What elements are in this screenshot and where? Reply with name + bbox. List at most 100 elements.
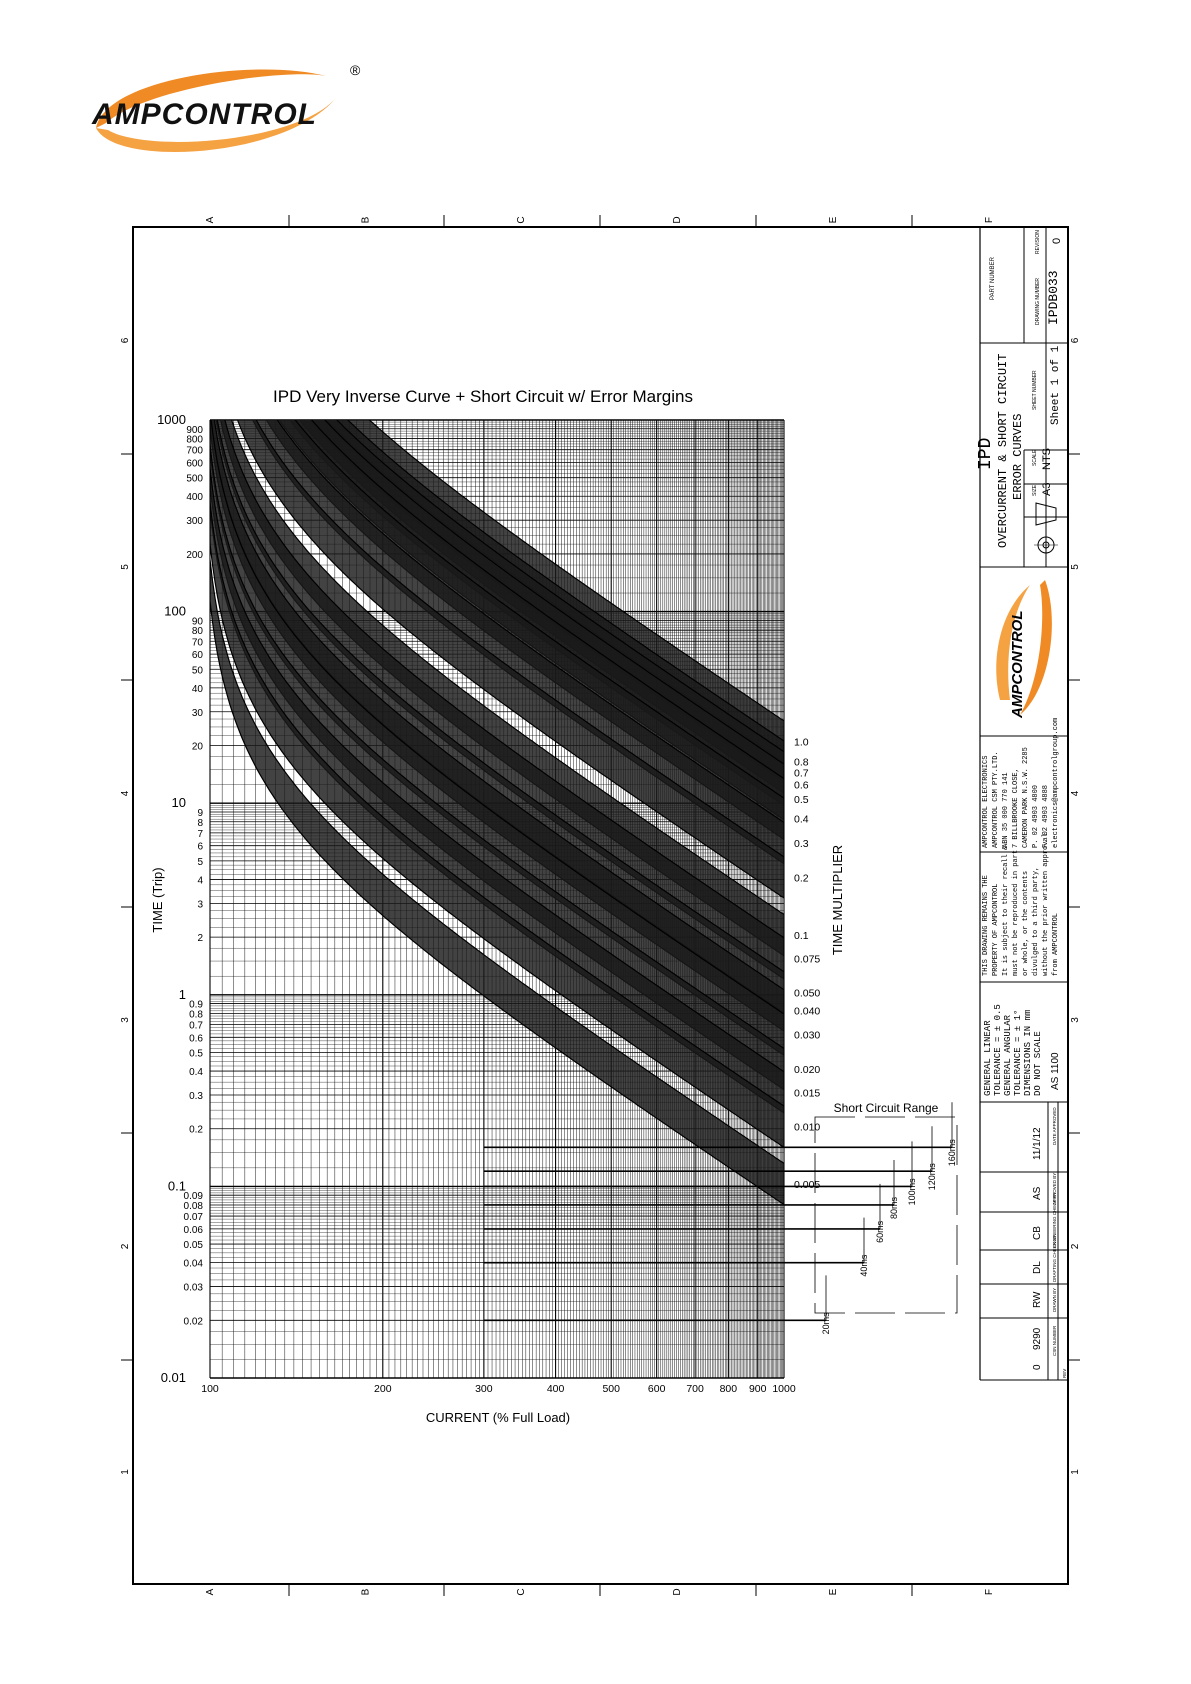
y-tick-label: 60 (192, 650, 204, 661)
logo-text: AMPCONTROL (92, 98, 317, 131)
y-tick-label: 0.01 (161, 1370, 186, 1385)
x-tick-label: 500 (602, 1383, 620, 1395)
info-line: 7 BILLBROOKE CLOSE, (1012, 768, 1020, 848)
rev-label: REV (1062, 1369, 1067, 1378)
info-line: electronics@ampcontrolgroup.com (1052, 718, 1060, 848)
drafting-by: DL (1032, 1261, 1043, 1274)
ampcontrol-logo: AMPCONTROL ® (86, 58, 376, 168)
y-tick-label: 100 (164, 604, 186, 619)
row-marker: 3 (120, 1017, 131, 1023)
csn-number: 9290 (1032, 1327, 1043, 1350)
registered-mark: ® (350, 62, 361, 78)
y-tick-label: 0.05 (184, 1240, 204, 1251)
x-axis-label: CURRENT (% Full Load) (426, 1410, 570, 1425)
x-tick-labels: 100 200 300 400 500 600 700 800 900 1000 (201, 1383, 796, 1395)
time-multiplier-value: 0.8 (794, 757, 809, 769)
row-marker: 6 (1070, 337, 1081, 343)
y-tick-label: 700 (186, 446, 203, 457)
checked-label: ENGINEERING CHECK BY (1052, 1192, 1057, 1248)
property-notice: THIS DRAWING REMAINS THE PROPERTY OF AMPC… (982, 833, 1060, 976)
y-tick-label: 500 (186, 474, 203, 485)
block-logo-icon (996, 580, 1052, 715)
y-tick-label: 10 (172, 795, 186, 810)
row-marker: 4 (120, 790, 131, 796)
time-multiplier-value: 0.015 (794, 1087, 820, 1099)
y-tick-label: 70 (192, 637, 204, 648)
y-tick-label: 1 (179, 987, 186, 1002)
column-marker: E (828, 1588, 839, 1595)
sheet-value: Sheet 1 of 1 (1050, 345, 1062, 425)
time-multiplier-label: TIME MULTIPLIER (830, 845, 845, 955)
csn-label: CSN NUMBER (1052, 1325, 1057, 1356)
x-tick-label: 800 (720, 1383, 738, 1395)
column-marker: C (516, 216, 527, 223)
y-tick-label: 0.9 (189, 1000, 203, 1011)
info-line: P. 02 4903 4800 (1032, 785, 1040, 848)
y-tick-label: 7 (197, 829, 203, 840)
y-tick-label: 0.02 (184, 1316, 204, 1327)
y-tick-label: 300 (186, 516, 203, 527)
column-marker: E (828, 216, 839, 223)
y-tick-label: 40 (192, 684, 204, 695)
column-marker: A (205, 216, 216, 223)
column-marker: D (672, 1588, 683, 1595)
time-multiplier-value: 0.010 (794, 1122, 820, 1134)
short-circuit-range: 20ms 40ms 60ms 80ms 100ms 120ms 160ms Short Cir… (483, 1101, 958, 1334)
block-logo-text: AMPCONTROL (1009, 611, 1026, 720)
info-line: without the prior written approval (1042, 833, 1050, 976)
curve-band (210, 559, 784, 1206)
size-label: SIZE (1032, 484, 1038, 496)
title-line-3: ERROR CURVES (1011, 414, 1025, 500)
info-line: must not be reproduced in part (1012, 850, 1020, 976)
y-tick-label: 50 (192, 665, 204, 676)
sheet-label: SHEET NUMBER (1032, 370, 1038, 410)
info-line: TOLERANCE = ± 1° (1013, 1010, 1023, 1096)
date-value: 11/1/12 (1032, 1127, 1043, 1160)
time-multiplier-value: 0.2 (794, 872, 809, 884)
info-line: DO NOT SCALE (1033, 1031, 1043, 1096)
info-line: AMPCONTROL ELECTRONICS (982, 756, 990, 848)
info-line: TOLERANCE = ± 0.5 (993, 1004, 1003, 1096)
y-axis-label: TIME (Trip) (150, 867, 165, 932)
info-line: PROPERTY OF AMPCONTROL (992, 884, 1000, 976)
info-line: F. 02 4903 4888 (1042, 785, 1050, 848)
time-multiplier-value: 1.0 (794, 736, 809, 748)
y-tick-label: 800 (186, 435, 203, 446)
title-block: PART NUMBER DRAWING NUMBER IPDB033 REVIS… (976, 227, 1068, 1381)
x-tick-label: 100 (201, 1383, 219, 1395)
y-tick-label: 0.7 (189, 1020, 203, 1031)
y-tick-label: 90 (192, 616, 204, 627)
rev-value: 0 (1032, 1364, 1043, 1370)
time-multiplier-value: 0.040 (794, 1005, 820, 1017)
time-multiplier-labels: 1.0 0.80.70.6 0.5 0.4 0.3 0.2 0.1 0.075 0.050 0.0… (794, 736, 820, 1190)
y-tick-label: 0.07 (184, 1212, 204, 1223)
short-circuit-range-box (814, 1116, 958, 1314)
frame-marks: A A B B C C D D E E F F 6 6 5 5 4 4 3 3 2 2 1 1 (120, 215, 1081, 1596)
row-marker: 6 (120, 337, 131, 343)
y-tick-label: 600 (186, 459, 203, 470)
y-tick-label: 2 (197, 933, 203, 944)
y-tick-label: 0.5 (189, 1048, 203, 1059)
info-line: GENERAL LINEAR (983, 1020, 993, 1096)
part-number-label: PART NUMBER (990, 256, 996, 300)
time-multiplier-value: 0.005 (794, 1179, 820, 1191)
column-marker: C (516, 1588, 527, 1595)
info-line: CAMERON PARK N.S.W. 2285 (1022, 747, 1030, 848)
y-tick-label: 0.09 (184, 1191, 204, 1202)
y-tick-label: 0.4 (189, 1067, 203, 1078)
title-line-1: IPD (976, 438, 996, 470)
info-line: AMPCONTROL CSM PTY.LTD. (992, 751, 1000, 848)
y-tick-label: 0.06 (184, 1225, 204, 1236)
drafting-label: DRAFTING CHECK BY (1052, 1235, 1057, 1282)
y-tick-label: 4 (197, 875, 203, 886)
column-marker: D (672, 216, 683, 223)
scale-value: NTS (1041, 448, 1053, 470)
column-marker: A (205, 1588, 216, 1595)
drawing-number-label: DRAWING NUMBER (1035, 278, 1041, 325)
short-circuit-level-label: 100ms (907, 1178, 917, 1206)
column-marker: F (984, 1589, 995, 1595)
short-circuit-range-label: Short Circuit Range (834, 1101, 939, 1115)
standard: AS 1100 (1050, 1052, 1061, 1090)
y-tick-label: 6 (197, 842, 203, 853)
short-circuit-level-label: 80ms (889, 1196, 899, 1219)
